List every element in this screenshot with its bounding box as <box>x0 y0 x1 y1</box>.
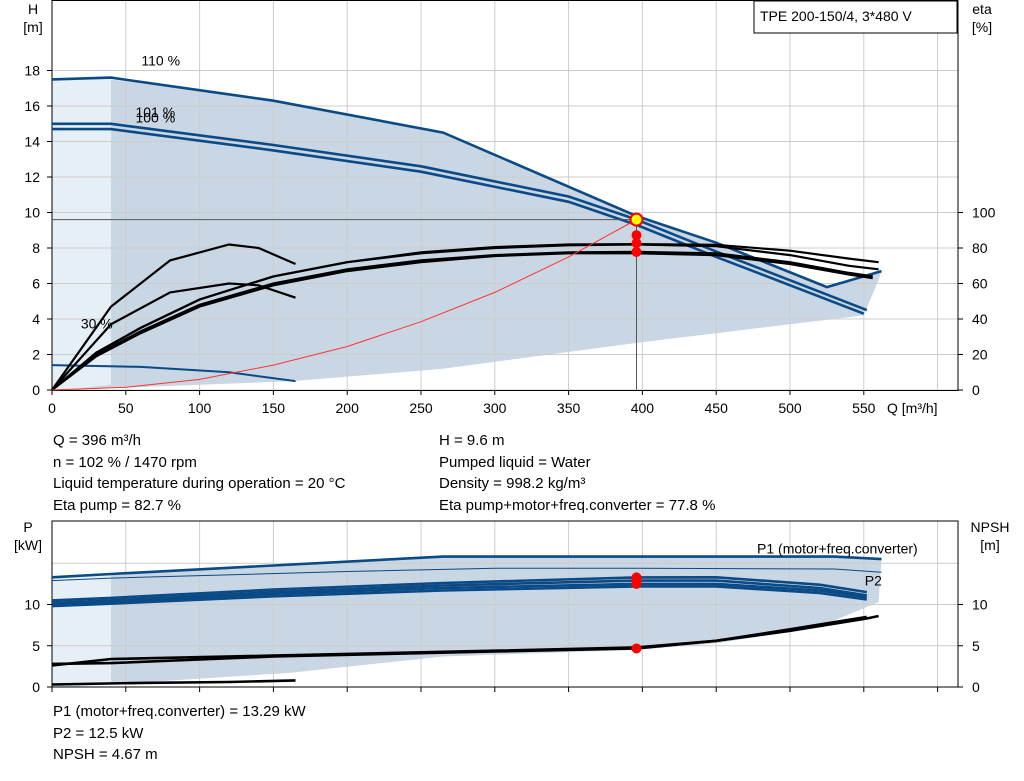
npsh-marker <box>631 643 642 654</box>
y-tick-label-left: 5 <box>32 638 40 654</box>
y-tick-label-left: 18 <box>24 63 40 79</box>
series-label: P2 <box>865 573 882 589</box>
x-tick-label: 300 <box>483 400 507 416</box>
x-tick-label: 0 <box>48 400 56 416</box>
title-box <box>753 0 958 34</box>
series-line <box>51 219 637 391</box>
series-line <box>51 250 873 391</box>
x-tick-label: 50 <box>118 400 134 416</box>
series-line <box>51 679 296 686</box>
plot-frame <box>51 0 959 391</box>
y-tick-label-left: 0 <box>32 382 40 398</box>
curve-label: 100 % <box>135 110 175 126</box>
y-tick-label-right: 40 <box>972 311 988 327</box>
y-axis-label-left: P <box>23 519 32 535</box>
x-tick-label: 550 <box>852 400 876 416</box>
curve-label: 30 % <box>81 315 113 331</box>
readout-p1: P1 (motor+freq.converter) = 13.29 kW <box>53 703 306 720</box>
operating-region <box>52 77 882 390</box>
y-tick-label-right: 20 <box>972 347 988 363</box>
head-efficiency-chart: 110 %101 %100 %30 %0 50 100 150 200 250 300 350… <box>23 0 996 416</box>
x-tick-label: 450 <box>705 400 729 416</box>
power-npsh-chart: P1 (motor+freq.converter) P2 0 5 10 0 5 10 P [kW]… <box>14 519 1009 695</box>
y-tick-label-right: 0 <box>972 382 980 398</box>
eta-marker <box>631 230 642 241</box>
readout-top-left: Q = 396 m³/h n = 102 % / 1470 rpm Liquid… <box>53 430 345 516</box>
y-tick-label-left: 14 <box>24 134 40 150</box>
y-tick-label-right: 80 <box>972 240 988 256</box>
y-axis-label-left: [m] <box>23 19 42 35</box>
series-line <box>51 615 868 667</box>
y-tick-label-left: 4 <box>32 311 40 327</box>
x-tick-label: 500 <box>778 400 802 416</box>
curve-label: 110 % <box>141 53 180 69</box>
series-line <box>51 282 296 391</box>
y-tick-label-left: 2 <box>32 347 40 363</box>
series-line <box>51 575 868 602</box>
y-axis-label-right: eta <box>972 1 992 17</box>
y-axis-label-left: [kW] <box>14 537 42 553</box>
series-line <box>51 555 882 579</box>
readout-flow: Q = 396 m³/h <box>53 432 141 449</box>
eta-marker <box>631 246 642 257</box>
series-line <box>51 76 882 289</box>
series-line <box>51 567 882 582</box>
y-axis-label-right: NPSH <box>971 519 1010 535</box>
y-tick-label-right: 100 <box>972 205 996 221</box>
readout-head: H = 9.6 m <box>439 432 505 449</box>
chart-title: TPE 200-150/4, 3*480 V <box>760 8 912 24</box>
x-tick-label: 400 <box>631 400 655 416</box>
y-tick-label-right: 10 <box>972 597 988 613</box>
eta-marker <box>631 238 642 249</box>
readout-eta-pump: Eta pump = 82.7 % <box>53 496 181 514</box>
series-line <box>51 582 867 606</box>
x-axis-label: Q [m³/h] <box>887 400 938 416</box>
y-tick-label-left: 10 <box>24 205 40 221</box>
y-tick-label-left: 12 <box>24 169 40 185</box>
x-tick-label: 200 <box>336 400 360 416</box>
y-tick-label-left: 8 <box>32 240 40 256</box>
series-line <box>51 364 296 383</box>
y-tick-label-right: 5 <box>972 638 980 654</box>
series-label: P1 (motor+freq.converter) <box>757 540 918 556</box>
readout-density: Density = 998.2 kg/m³ <box>439 475 586 492</box>
series-line <box>51 242 879 391</box>
low-flow-region <box>52 77 112 390</box>
y-tick-label-right: 0 <box>972 679 980 695</box>
x-tick-label: 350 <box>557 400 581 416</box>
series-line <box>51 243 296 391</box>
series-line <box>51 579 868 605</box>
readout-pumped-liquid: Pumped liquid = Water <box>439 453 591 471</box>
y-tick-label-left: 0 <box>32 679 40 695</box>
y-tick-label-right: 60 <box>972 276 988 292</box>
readout-p2: P2 = 12.5 kW <box>53 724 144 742</box>
y-axis-label-right: [m] <box>980 537 999 553</box>
y-axis-label-right: [%] <box>972 19 992 35</box>
x-tick-label: 250 <box>409 400 433 416</box>
x-tick-label: 100 <box>188 400 212 416</box>
readout-top-right: H = 9.6 m Pumped liquid = Water Density … <box>439 430 715 516</box>
series-line <box>52 127 865 315</box>
y-tick-label-left: 16 <box>24 98 40 114</box>
x-tick-label: 150 <box>262 400 286 416</box>
series-line <box>51 252 873 391</box>
series-line <box>51 585 867 608</box>
readout-eta-total: Eta pump+motor+freq.converter = 77.8 % <box>439 496 716 514</box>
y-tick-label-left: 6 <box>32 276 40 292</box>
low-flow-region <box>52 574 112 687</box>
operating-point-marker <box>629 212 644 227</box>
y-tick-label-left: 10 <box>24 597 40 613</box>
y-axis-label-left: H <box>28 1 38 17</box>
curve-label: 101 % <box>135 104 175 120</box>
power-marker <box>631 578 642 589</box>
readout-bottom: P1 (motor+freq.converter) = 13.29 kW P2 … <box>53 701 306 766</box>
readout-speed: n = 102 % / 1470 rpm <box>53 453 197 471</box>
readout-liquid-temperature: Liquid temperature during operation = 20… <box>53 475 346 492</box>
readout-npsh: NPSH = 4.67 m <box>53 746 158 763</box>
